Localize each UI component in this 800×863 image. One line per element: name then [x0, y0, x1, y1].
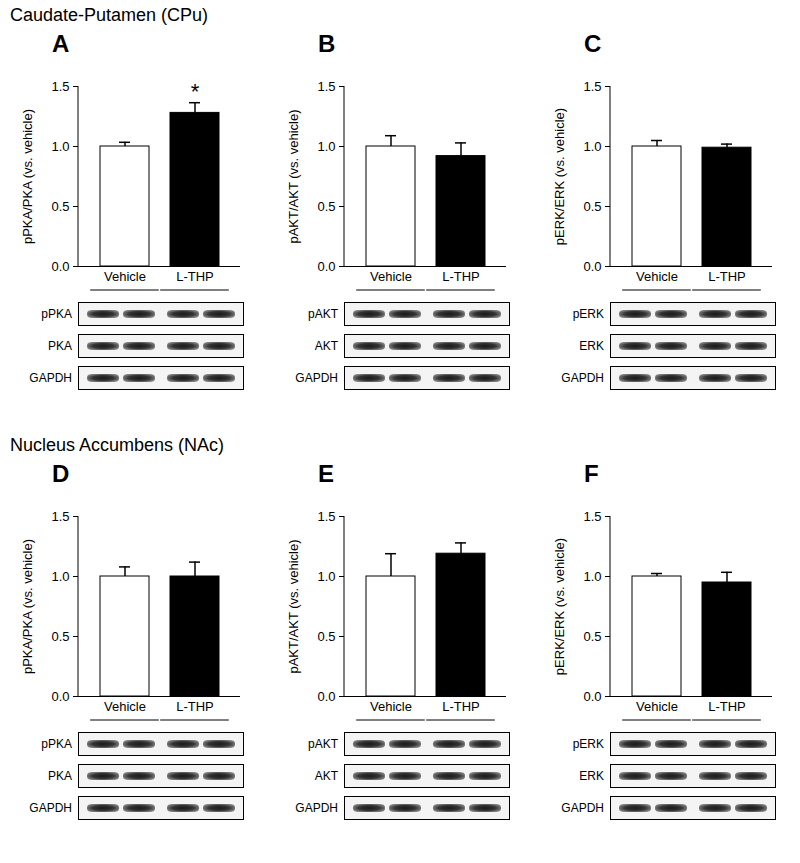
html-text:PKA: PKA: [48, 339, 72, 353]
html-text:Caudate-Putamen (CPu): Caudate-Putamen (CPu): [10, 5, 209, 25]
html-text:GAPDH: GAPDH: [29, 371, 72, 385]
html-text:pPKA: pPKA: [41, 737, 72, 751]
html-text:ERK: ERK: [579, 339, 604, 353]
html-text:Nucleus Accumbens (NAc): Nucleus Accumbens (NAc): [10, 435, 225, 455]
svg-text:0.5: 0.5: [51, 629, 69, 644]
svg-text:pAKT/AKT (vs. vehicle): pAKT/AKT (vs. vehicle): [286, 539, 301, 673]
svg-text:0.0: 0.0: [317, 689, 335, 704]
html-text:AKT: AKT: [314, 339, 338, 353]
html-text:pERK: pERK: [572, 737, 604, 751]
svg-text:pPKA/PKA (vs. vehicle): pPKA/PKA (vs. vehicle): [20, 109, 35, 244]
html-text:GAPDH: GAPDH: [295, 371, 338, 385]
html-text:D: D: [52, 460, 70, 487]
svg-text:0.0: 0.0: [317, 259, 335, 274]
svg-text:1.5: 1.5: [51, 509, 69, 524]
html-text:PKA: PKA: [48, 769, 72, 783]
svg-text:1.5: 1.5: [51, 79, 69, 94]
svg-text:L-THP: L-THP: [442, 699, 480, 714]
html-text:pAKT: pAKT: [308, 737, 338, 751]
svg-text:1.0: 1.0: [51, 569, 69, 584]
svg-text:pAKT/AKT (vs. vehicle): pAKT/AKT (vs. vehicle): [286, 109, 301, 243]
svg-text:Vehicle: Vehicle: [636, 269, 678, 284]
svg-text:1.0: 1.0: [583, 139, 601, 154]
svg-text:0.5: 0.5: [317, 199, 335, 214]
svg-text:L-THP: L-THP: [708, 699, 746, 714]
svg-text:Vehicle: Vehicle: [104, 699, 146, 714]
html-text:C: C: [584, 30, 602, 57]
svg-text:pPKA/PKA (vs. vehicle): pPKA/PKA (vs. vehicle): [20, 539, 35, 674]
svg-text:0.0: 0.0: [51, 259, 69, 274]
html-text:B: B: [318, 30, 336, 57]
html-text:ERK: ERK: [579, 769, 604, 783]
svg-text:*: *: [191, 79, 200, 104]
svg-text:0.0: 0.0: [583, 689, 601, 704]
svg-text:1.0: 1.0: [317, 139, 335, 154]
svg-text:0.0: 0.0: [583, 259, 601, 274]
svg-text:0.5: 0.5: [583, 199, 601, 214]
svg-text:L-THP: L-THP: [708, 269, 746, 284]
svg-text:L-THP: L-THP: [176, 269, 214, 284]
svg-text:Vehicle: Vehicle: [636, 699, 678, 714]
svg-text:1.5: 1.5: [583, 509, 601, 524]
svg-text:L-THP: L-THP: [442, 269, 480, 284]
svg-text:0.5: 0.5: [317, 629, 335, 644]
html-text:pAKT: pAKT: [308, 307, 338, 321]
svg-text:pERK/ERK (vs. vehicle): pERK/ERK (vs. vehicle): [552, 108, 567, 245]
svg-text:1.0: 1.0: [583, 569, 601, 584]
svg-text:1.5: 1.5: [583, 79, 601, 94]
svg-text:Vehicle: Vehicle: [370, 699, 412, 714]
html-text:pPKA: pPKA: [41, 307, 72, 321]
html-text:pERK: pERK: [572, 307, 604, 321]
svg-text:1.5: 1.5: [317, 79, 335, 94]
html-text:GAPDH: GAPDH: [29, 801, 72, 815]
svg-text:0.5: 0.5: [583, 629, 601, 644]
html-text:GAPDH: GAPDH: [561, 371, 604, 385]
html-text:A: A: [52, 30, 70, 57]
svg-text:0.0: 0.0: [51, 689, 69, 704]
svg-text:Vehicle: Vehicle: [104, 269, 146, 284]
html-text:AKT: AKT: [314, 769, 338, 783]
html-text:GAPDH: GAPDH: [295, 801, 338, 815]
svg-text:1.0: 1.0: [51, 139, 69, 154]
svg-text:0.5: 0.5: [51, 199, 69, 214]
svg-text:1.5: 1.5: [317, 509, 335, 524]
svg-text:L-THP: L-THP: [176, 699, 214, 714]
svg-text:1.0: 1.0: [317, 569, 335, 584]
html-text:GAPDH: GAPDH: [561, 801, 604, 815]
html-text:E: E: [318, 460, 334, 487]
svg-text:pERK/ERK (vs. vehicle): pERK/ERK (vs. vehicle): [552, 538, 567, 675]
html-text:F: F: [584, 460, 599, 487]
svg-text:Vehicle: Vehicle: [370, 269, 412, 284]
